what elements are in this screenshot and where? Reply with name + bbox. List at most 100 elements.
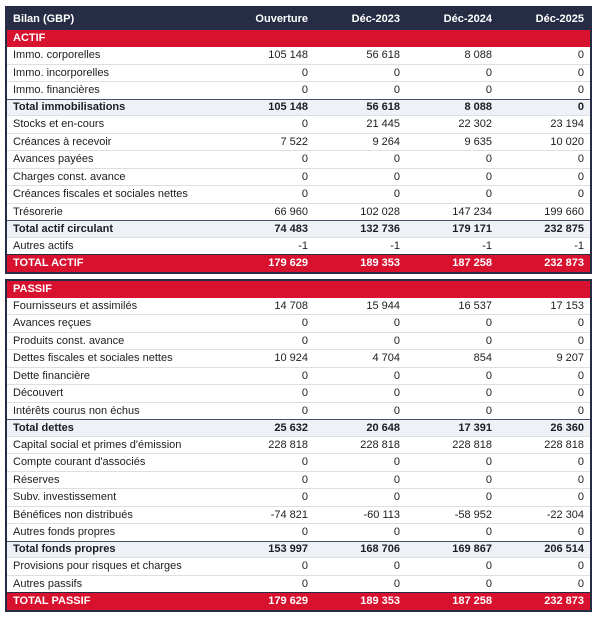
cell-value: 17 153 xyxy=(550,299,584,312)
cell-value: 0 xyxy=(485,84,492,97)
table-row: Autres actifs -1 -1 -1 -1 xyxy=(7,237,590,255)
cell-value: 0 xyxy=(485,369,492,382)
cell-value: 0 xyxy=(393,369,400,382)
cell-value: 0 xyxy=(485,153,492,166)
cell-value: 179 629 xyxy=(268,595,308,608)
cell-value: 0 xyxy=(577,84,584,97)
cell-value: 10 924 xyxy=(274,352,308,365)
cell-value: 187 258 xyxy=(452,257,492,270)
table-row: Trésorerie 66 960 102 028 147 234 199 660 xyxy=(7,203,590,221)
cell-value: 20 648 xyxy=(366,421,400,434)
cell-value: 0 xyxy=(393,526,400,539)
cell-value: 0 xyxy=(393,66,400,79)
cell-value: 102 028 xyxy=(360,205,400,218)
row-label: Total actif circulant xyxy=(13,222,114,235)
cell-value: -1 xyxy=(574,239,584,252)
cell-value: 0 xyxy=(577,404,584,417)
cell-value: 0 xyxy=(393,84,400,97)
table-row: Dettes fiscales et sociales nettes 10 924… xyxy=(7,350,590,368)
row-label: Immo. corporelles xyxy=(13,49,101,62)
cell-value: 0 xyxy=(301,491,308,504)
cell-value: -58 952 xyxy=(454,508,492,521)
table-title: Bilan (GBP) xyxy=(13,13,75,25)
row-label: Autres passifs xyxy=(13,577,83,590)
row-label: Dette financière xyxy=(13,369,91,382)
subtotal-row: Total actif circulant 74 483 132 736 179 17… xyxy=(7,220,590,238)
cell-value: 0 xyxy=(301,387,308,400)
cell-value: 23 194 xyxy=(550,118,584,131)
cell-value: 0 xyxy=(393,334,400,347)
cell-value: 0 xyxy=(301,170,308,183)
cell-value: 0 xyxy=(485,404,492,417)
row-label: Produits const. avance xyxy=(13,334,125,347)
cell-value: 15 944 xyxy=(366,299,400,312)
subtotal-row: Total dettes 25 632 20 648 17 391 26 360 xyxy=(7,419,590,437)
cell-value: 0 xyxy=(393,387,400,400)
cell-value: 0 xyxy=(301,317,308,330)
cell-value: 169 867 xyxy=(452,543,492,556)
column-header-dec-2025: Déc-2025 xyxy=(535,13,584,25)
row-label: Fournisseurs et assimilés xyxy=(13,299,138,312)
cell-value: 0 xyxy=(485,560,492,573)
cell-value: 187 258 xyxy=(452,595,492,608)
row-label: Capital social et primes d'émission xyxy=(13,438,182,451)
cell-value: 0 xyxy=(301,188,308,201)
row-label: Dettes fiscales et sociales nettes xyxy=(13,352,173,365)
table-row: Compte courant d'associés 0 0 0 0 xyxy=(7,454,590,472)
row-label: TOTAL PASSIF xyxy=(13,595,91,608)
subtotal-row: Total fonds propres 153 997 168 706 169 867… xyxy=(7,540,590,558)
cell-value: 0 xyxy=(301,473,308,486)
cell-value: 0 xyxy=(301,66,308,79)
cell-value: -1 xyxy=(390,239,400,252)
column-header-dec-2024: Déc-2024 xyxy=(443,13,492,25)
row-label: Créances à recevoir xyxy=(13,135,112,148)
row-label: Total fonds propres xyxy=(13,543,116,556)
cell-value: 0 xyxy=(577,49,584,62)
cell-value: 0 xyxy=(393,473,400,486)
cell-value: 0 xyxy=(485,317,492,330)
table-row: Créances à recevoir 7 522 9 264 9 635 10 020 xyxy=(7,133,590,151)
cell-value: 0 xyxy=(393,170,400,183)
section-header-row: ACTIF xyxy=(7,30,590,47)
row-label: Charges const. avance xyxy=(13,170,126,183)
row-label: Trésorerie xyxy=(13,205,63,218)
section-gap xyxy=(5,273,592,279)
row-label: Compte courant d'associés xyxy=(13,456,146,469)
cell-value: 8 088 xyxy=(464,101,492,114)
table-header-row: Bilan (GBP) Ouverture Déc-2023 Déc-2024 … xyxy=(7,8,590,30)
table-row: Autres fonds propres 0 0 0 0 xyxy=(7,524,590,542)
cell-value: 0 xyxy=(577,188,584,201)
cell-value: 228 818 xyxy=(360,438,400,451)
cell-value: 179 629 xyxy=(268,257,308,270)
row-label: Stocks et en-cours xyxy=(13,118,105,131)
cell-value: 0 xyxy=(577,153,584,166)
cell-value: 854 xyxy=(473,352,492,365)
cell-value: 0 xyxy=(301,369,308,382)
table-row: Avances payées 0 0 0 0 xyxy=(7,151,590,169)
row-label: Intérêts courus non échus xyxy=(13,404,140,417)
cell-value: 0 xyxy=(393,560,400,573)
total-row: TOTAL ACTIF 179 629 189 353 187 258 232 873 xyxy=(7,254,590,272)
cell-value: 0 xyxy=(485,456,492,469)
cell-value: 232 875 xyxy=(544,222,584,235)
cell-value: 0 xyxy=(393,153,400,166)
table-row: Capital social et primes d'émission 228 8… xyxy=(7,436,590,454)
cell-value: 9 264 xyxy=(372,135,400,148)
cell-value: 8 088 xyxy=(464,49,492,62)
table-row: Avances reçues 0 0 0 0 xyxy=(7,315,590,333)
cell-value: 0 xyxy=(301,84,308,97)
cell-value: 0 xyxy=(577,317,584,330)
table-row: Immo. corporelles 105 148 56 618 8 088 0 xyxy=(7,47,590,65)
cell-value: 0 xyxy=(393,491,400,504)
cell-value: 56 618 xyxy=(366,101,400,114)
table-row: Autres passifs 0 0 0 0 xyxy=(7,575,590,593)
cell-value: 0 xyxy=(301,577,308,590)
cell-value: 232 873 xyxy=(544,595,584,608)
cell-value: 22 302 xyxy=(458,118,492,131)
row-label: Provisions pour risques et charges xyxy=(13,560,182,573)
cell-value: 16 537 xyxy=(458,299,492,312)
actif-box: Bilan (GBP) Ouverture Déc-2023 Déc-2024 … xyxy=(5,6,592,274)
cell-value: 0 xyxy=(577,560,584,573)
cell-value: 0 xyxy=(485,334,492,347)
row-label: Autres actifs xyxy=(13,239,74,252)
